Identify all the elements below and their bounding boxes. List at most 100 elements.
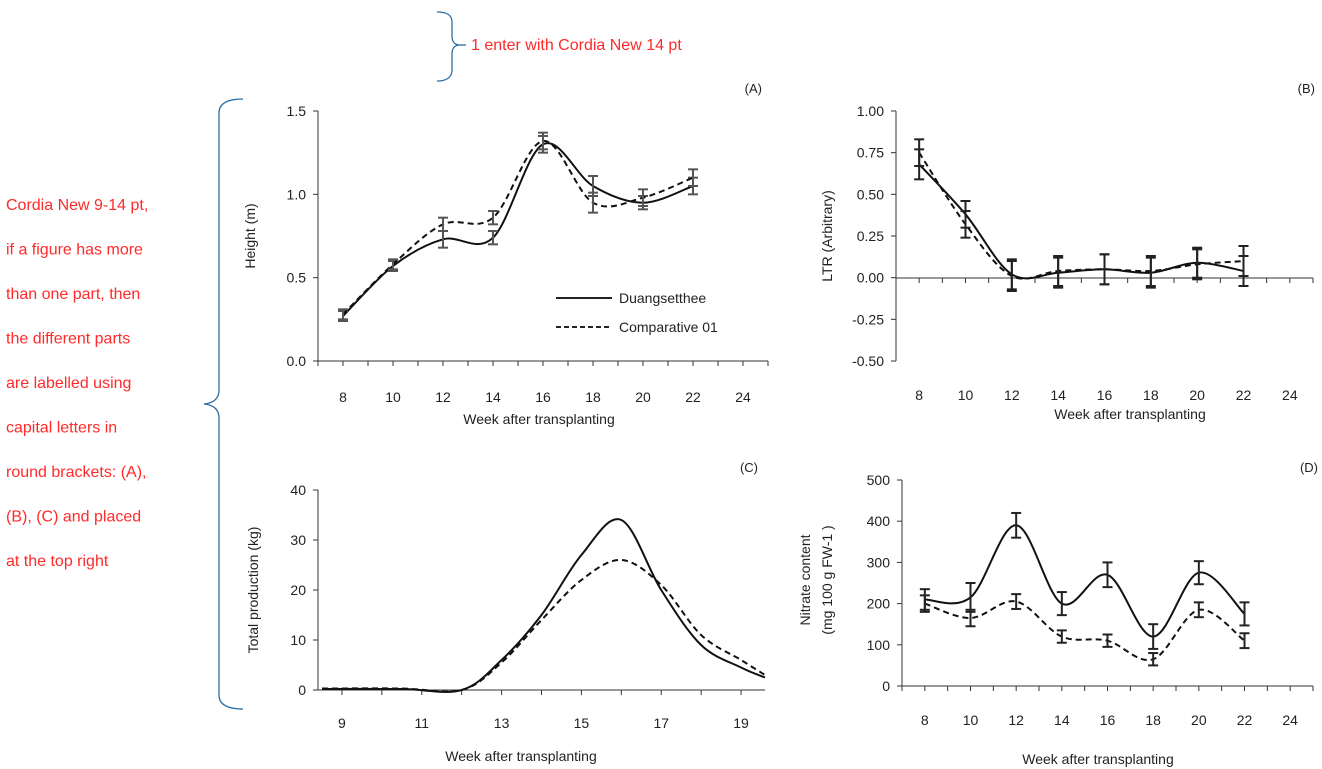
side-note-line: the different parts bbox=[6, 331, 130, 348]
x-tick-label: 12 bbox=[1008, 712, 1024, 728]
x-axis-label: Week after transplanting bbox=[1022, 751, 1174, 767]
y-axis-label: Height (m) bbox=[242, 203, 258, 268]
y-tick-label: 0 bbox=[298, 682, 306, 698]
error-bar bbox=[914, 138, 925, 167]
x-tick-label: 14 bbox=[1050, 387, 1066, 403]
x-tick-label: 10 bbox=[385, 389, 401, 405]
panel-label: (B) bbox=[1298, 81, 1315, 96]
x-tick-label: 8 bbox=[915, 387, 923, 403]
x-axis-label: Week after transplanting bbox=[445, 748, 597, 764]
chart-panel-d: 0 100 200 300 400 500 8 10 12 14 16 18 20 22 24 Week af… bbox=[797, 460, 1318, 767]
error-bar bbox=[1056, 591, 1067, 617]
series-line-solid bbox=[918, 163, 1244, 280]
error-bar bbox=[688, 168, 698, 187]
x-tick-label: 24 bbox=[1282, 387, 1298, 403]
error-bar bbox=[1053, 255, 1064, 287]
x-tick-label: 16 bbox=[1097, 387, 1113, 403]
x-tick-label: 10 bbox=[963, 712, 979, 728]
error-bar bbox=[438, 216, 448, 232]
error-bar bbox=[1011, 511, 1022, 539]
side-note-line: at the top right bbox=[6, 553, 109, 570]
x-tick-label: 14 bbox=[1054, 712, 1070, 728]
x-tick-label: 13 bbox=[494, 715, 510, 731]
series-line-solid bbox=[321, 518, 766, 693]
y-tick-label: -0.25 bbox=[852, 311, 884, 327]
error-bar bbox=[1238, 245, 1249, 277]
panel-label: (C) bbox=[740, 460, 758, 475]
chart-panel-b: -0.50 -0.25 0.00 0.25 0.50 0.75 1.00 8 10 12 14 16 1… bbox=[819, 81, 1315, 422]
y-tick-label: 500 bbox=[867, 472, 891, 488]
y-tick-label: 10 bbox=[290, 632, 306, 648]
x-tick-label: 17 bbox=[653, 715, 669, 731]
x-axis-label: Week after transplanting bbox=[1054, 406, 1206, 422]
side-note-line: are labelled using bbox=[6, 375, 131, 392]
error-bar bbox=[488, 230, 498, 246]
series-line-dashed bbox=[342, 140, 694, 316]
x-tick-label: 24 bbox=[1282, 712, 1298, 728]
error-bar bbox=[965, 608, 976, 628]
error-bar bbox=[1011, 593, 1022, 610]
x-tick-label: 12 bbox=[435, 389, 451, 405]
error-bar bbox=[638, 188, 648, 207]
y-tick-label: 40 bbox=[290, 482, 306, 498]
y-tick-label: 0.5 bbox=[287, 270, 307, 286]
error-bar bbox=[919, 594, 930, 613]
side-annotation: Cordia New 9-14 pt, if a figure has more t… bbox=[6, 98, 244, 710]
x-tick-label: 18 bbox=[585, 389, 601, 405]
y-tick-label: 300 bbox=[867, 554, 891, 570]
y-tick-label: 0.75 bbox=[857, 145, 884, 161]
x-tick-label: 8 bbox=[339, 389, 347, 405]
y-tick-label: 0.00 bbox=[857, 270, 884, 286]
x-tick-label: 22 bbox=[1236, 387, 1252, 403]
error-bar bbox=[1239, 632, 1250, 650]
error-bar bbox=[1006, 260, 1017, 292]
chart-panel-a: 0.0 0.5 1.0 1.5 8 10 12 14 16 18 20 22 24 Week after … bbox=[242, 81, 769, 427]
x-tick-label: 16 bbox=[1100, 712, 1116, 728]
panel-label: (A) bbox=[745, 81, 762, 96]
top-annotation: 1 enter with Cordia New 14 pt bbox=[436, 11, 682, 82]
x-tick-label: 15 bbox=[574, 715, 590, 731]
y-tick-label: 30 bbox=[290, 532, 306, 548]
y-tick-label: 100 bbox=[867, 637, 891, 653]
side-note-line: round brackets: (A), bbox=[6, 464, 147, 481]
x-tick-label: 19 bbox=[733, 715, 749, 731]
side-note-line: Cordia New 9-14 pt, bbox=[6, 197, 148, 214]
legend-solid-label: Duangsetthee bbox=[619, 290, 706, 306]
series-line-dashed bbox=[924, 600, 1246, 662]
x-tick-label: 9 bbox=[338, 715, 346, 731]
error-bar bbox=[1193, 560, 1204, 586]
y-tick-label: -0.50 bbox=[852, 353, 884, 369]
y-axis-label: Nitrate content bbox=[797, 534, 813, 625]
top-brace bbox=[436, 11, 461, 82]
error-bar bbox=[960, 210, 971, 239]
y-tick-label: 0.0 bbox=[287, 353, 307, 369]
chart-panel-c: 0 10 20 30 40 9 11 13 15 17 19 Week after transplan… bbox=[245, 460, 766, 764]
y-tick-label: 1.5 bbox=[287, 103, 307, 119]
x-tick-label: 18 bbox=[1143, 387, 1159, 403]
error-bar bbox=[1099, 253, 1110, 286]
y-tick-label: 200 bbox=[867, 596, 891, 612]
y-axis-label: (mg 100 g FW-1 ) bbox=[819, 525, 835, 634]
legend: Duangsetthee Comparative 01 bbox=[556, 290, 718, 335]
error-bar bbox=[1192, 248, 1203, 281]
error-bar bbox=[1056, 629, 1067, 644]
side-brace bbox=[203, 98, 244, 710]
side-note-line: (B), (C) and placed bbox=[6, 509, 141, 526]
x-tick-label: 22 bbox=[685, 389, 701, 405]
legend-dashed-label: Comparative 01 bbox=[619, 319, 718, 335]
x-tick-label: 14 bbox=[485, 389, 501, 405]
side-note-line: if a figure has more bbox=[6, 242, 143, 259]
side-note-line: capital letters in bbox=[6, 420, 117, 437]
x-tick-label: 20 bbox=[635, 389, 651, 405]
top-note: 1 enter with Cordia New 14 pt bbox=[471, 37, 682, 54]
x-tick-label: 18 bbox=[1145, 712, 1161, 728]
error-bar bbox=[588, 191, 598, 214]
error-bar bbox=[1102, 633, 1113, 648]
error-bar bbox=[538, 131, 548, 151]
y-axis-label: Total production (kg) bbox=[245, 527, 261, 654]
series-line-solid bbox=[924, 524, 1246, 638]
error-bar bbox=[1239, 601, 1250, 627]
x-tick-label: 16 bbox=[535, 389, 551, 405]
x-tick-label: 10 bbox=[958, 387, 974, 403]
